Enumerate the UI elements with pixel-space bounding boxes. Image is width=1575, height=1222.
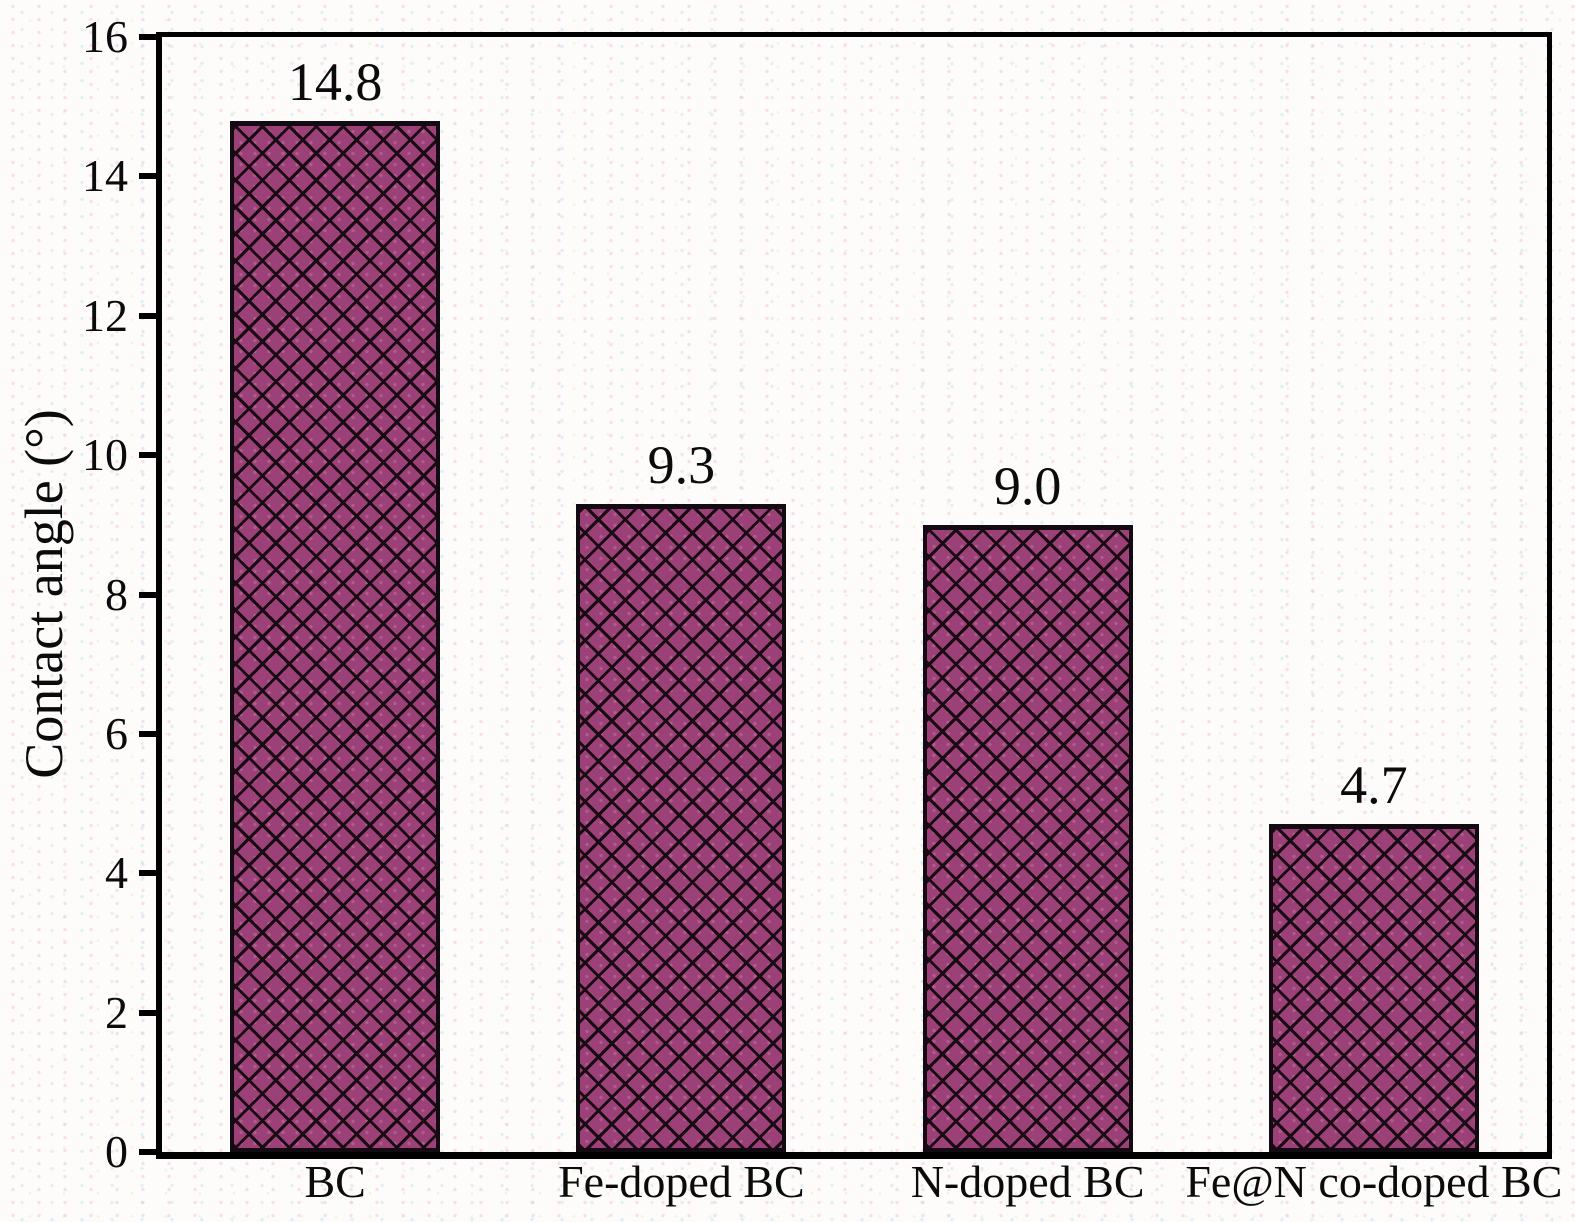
x-axis-category-label: Fe@N co-doped BC	[1185, 1156, 1563, 1207]
y-axis-tick-label: 4	[105, 847, 128, 899]
y-axis-tick	[139, 591, 162, 598]
x-axis-category-label: N-doped BC	[910, 1156, 1145, 1207]
bar-n-doped-bc	[922, 524, 1133, 1152]
y-axis-tick	[139, 34, 162, 40]
bar-value-label: 4.7	[1340, 755, 1408, 816]
y-axis-tick-label: 14	[82, 150, 128, 202]
y-axis-tick	[139, 1149, 162, 1155]
y-axis-tick-label: 6	[105, 707, 128, 759]
y-axis-tick	[139, 173, 162, 180]
x-axis-category-label: BC	[304, 1156, 366, 1207]
y-axis-tick	[139, 730, 162, 737]
y-axis-tick	[139, 870, 162, 877]
y-axis-tick	[139, 312, 162, 319]
y-axis-tick	[139, 452, 162, 459]
bar-value-label: 9.3	[647, 434, 716, 495]
bar-fe-n-co-doped-bc	[1268, 824, 1479, 1152]
y-axis-tick-label: 10	[82, 429, 128, 481]
y-axis-tick-label: 2	[105, 986, 128, 1038]
y-axis-tick-label: 0	[105, 1126, 128, 1177]
bar-bc	[230, 120, 441, 1152]
y-axis-tick	[139, 1009, 162, 1016]
bar-value-label: 14.8	[287, 51, 383, 112]
y-axis-tick-label: 16	[82, 11, 128, 62]
y-axis-tick-label: 8	[105, 568, 128, 620]
x-axis-category-label: Fe-doped BC	[558, 1156, 805, 1207]
y-axis-tick-label: 12	[82, 289, 128, 341]
bar-value-label: 9.0	[993, 455, 1062, 516]
bar-fe-doped-bc	[576, 503, 787, 1152]
